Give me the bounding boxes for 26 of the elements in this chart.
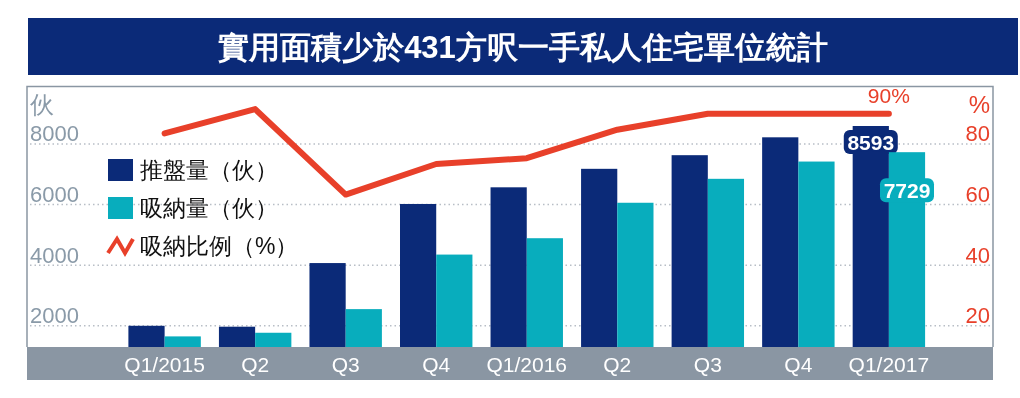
legend-label: 吸納量（伙） [140, 195, 278, 221]
x-tick-label: Q2 [603, 352, 632, 376]
y-tick-label: 4000 [30, 242, 79, 268]
y2-tick-label: 40 [965, 242, 990, 268]
data-label: 90% [867, 84, 910, 108]
x-tick-label: Q1/2016 [486, 352, 568, 376]
x-tick-label: Q4 [784, 352, 813, 376]
y2-axis-title: % [968, 90, 990, 118]
x-tick-label: Q3 [693, 352, 722, 376]
data-label: 8593 [847, 130, 895, 154]
y2-tick-label: 60 [965, 182, 990, 208]
x-tick-label: Q2 [241, 352, 270, 376]
x-tick-label: Q4 [422, 352, 451, 376]
legend-label: 推盤量（伙） [140, 157, 278, 183]
y-tick-label: 6000 [30, 182, 79, 208]
x-tick-label: Q3 [331, 352, 360, 376]
x-tick-label: Q1/2017 [848, 352, 930, 376]
legend-label: 吸納比例（%） [140, 233, 299, 259]
y2-tick-label: 20 [965, 303, 990, 329]
y2-tick-label: 80 [965, 121, 990, 147]
data-label: 7729 [883, 178, 931, 202]
y-axis-title: 伙 [30, 90, 54, 118]
x-tick-label: Q1/2015 [124, 352, 205, 376]
y-tick-label: 8000 [30, 121, 79, 147]
y-tick-label: 2000 [30, 303, 79, 329]
chart-title: 實用面積少於431方呎一手私人住宅單位統計 [218, 29, 828, 65]
